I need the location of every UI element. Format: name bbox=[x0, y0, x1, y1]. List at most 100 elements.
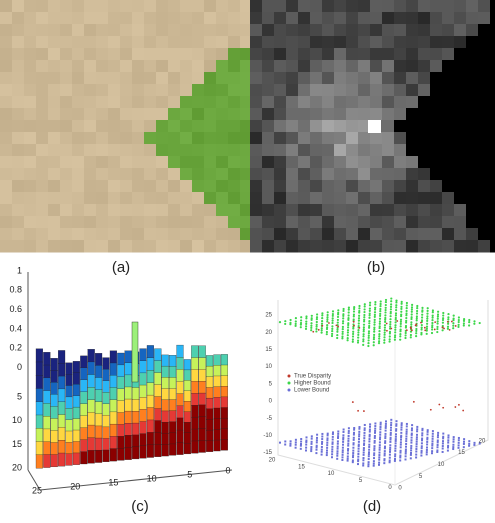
point bbox=[363, 429, 366, 432]
point bbox=[404, 455, 407, 458]
pixel bbox=[120, 180, 133, 193]
pixel bbox=[204, 192, 217, 205]
pixel bbox=[24, 96, 37, 109]
pixel bbox=[382, 228, 395, 241]
pixel bbox=[48, 84, 61, 97]
point bbox=[368, 314, 371, 317]
pixel bbox=[132, 120, 145, 133]
pixel bbox=[156, 156, 169, 169]
pixel bbox=[144, 156, 157, 169]
point bbox=[415, 319, 418, 322]
bar-segment bbox=[176, 417, 184, 431]
pixel bbox=[346, 132, 359, 145]
pixel bbox=[228, 240, 241, 253]
pixel bbox=[108, 168, 121, 181]
pixel bbox=[406, 180, 419, 193]
tick-label: 25 bbox=[265, 313, 272, 319]
pixel bbox=[274, 12, 287, 25]
pixel bbox=[274, 144, 287, 157]
point bbox=[431, 437, 434, 440]
point bbox=[389, 308, 392, 311]
pixel bbox=[490, 60, 495, 73]
point bbox=[362, 323, 366, 326]
pixel bbox=[346, 180, 359, 193]
point bbox=[374, 306, 377, 309]
pixel bbox=[262, 240, 275, 253]
pixel bbox=[250, 180, 263, 193]
pixel bbox=[108, 228, 121, 241]
point bbox=[394, 455, 397, 458]
point bbox=[378, 454, 381, 457]
point bbox=[425, 451, 428, 454]
pixel bbox=[382, 108, 395, 121]
pixel bbox=[168, 192, 181, 205]
point bbox=[379, 314, 382, 318]
point bbox=[373, 313, 376, 317]
bar-segment bbox=[117, 352, 125, 366]
point bbox=[352, 449, 355, 452]
point bbox=[341, 451, 344, 454]
pixel bbox=[334, 168, 347, 181]
point bbox=[442, 314, 445, 317]
pixel bbox=[454, 0, 467, 13]
pixel bbox=[168, 228, 181, 241]
point bbox=[367, 461, 370, 464]
pixel bbox=[84, 216, 97, 229]
point bbox=[326, 316, 329, 319]
pixel bbox=[72, 84, 85, 97]
point bbox=[347, 439, 350, 442]
pixel bbox=[204, 12, 217, 25]
point bbox=[305, 315, 308, 318]
point bbox=[331, 327, 334, 331]
pixel bbox=[490, 132, 495, 145]
point bbox=[305, 325, 308, 328]
pixel bbox=[466, 180, 479, 193]
pixel bbox=[156, 204, 169, 217]
tick-label: 0 bbox=[225, 465, 230, 475]
point bbox=[378, 320, 381, 323]
tick-label: 5 bbox=[359, 478, 363, 484]
pixel bbox=[478, 84, 491, 97]
point bbox=[384, 318, 387, 321]
point bbox=[320, 453, 323, 456]
pixel bbox=[382, 216, 395, 229]
pixel bbox=[478, 156, 491, 169]
pixel bbox=[228, 144, 241, 157]
point bbox=[384, 314, 387, 317]
bar-segment bbox=[198, 381, 206, 394]
pixel bbox=[298, 168, 311, 181]
pixel bbox=[240, 144, 253, 157]
point bbox=[394, 321, 397, 324]
point bbox=[368, 451, 370, 454]
point bbox=[383, 326, 386, 329]
point bbox=[441, 442, 444, 445]
point bbox=[305, 449, 307, 452]
point bbox=[378, 340, 381, 343]
pixel bbox=[466, 192, 479, 205]
pixel bbox=[478, 48, 491, 61]
point bbox=[410, 449, 413, 452]
point bbox=[389, 450, 391, 453]
pixel bbox=[286, 180, 299, 193]
point bbox=[372, 344, 375, 347]
point bbox=[383, 336, 386, 339]
tick-label: 15 bbox=[298, 464, 305, 470]
point bbox=[394, 318, 397, 321]
point bbox=[404, 458, 407, 461]
pixel bbox=[262, 168, 275, 181]
point bbox=[409, 453, 412, 456]
pixel bbox=[286, 12, 299, 25]
point bbox=[352, 442, 355, 445]
tick-label: 0 bbox=[398, 486, 402, 492]
pixel bbox=[228, 72, 241, 85]
pixel bbox=[358, 120, 371, 133]
pixel bbox=[274, 24, 287, 37]
point bbox=[358, 304, 361, 308]
pixel bbox=[382, 144, 395, 157]
pixel bbox=[358, 132, 371, 145]
point bbox=[416, 307, 419, 310]
point bbox=[367, 463, 370, 466]
pixel bbox=[240, 192, 253, 205]
pixel bbox=[108, 108, 121, 121]
